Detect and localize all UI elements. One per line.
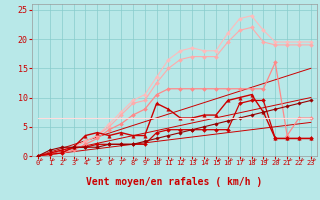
X-axis label: Vent moyen/en rafales ( km/h ): Vent moyen/en rafales ( km/h ) bbox=[86, 177, 262, 187]
